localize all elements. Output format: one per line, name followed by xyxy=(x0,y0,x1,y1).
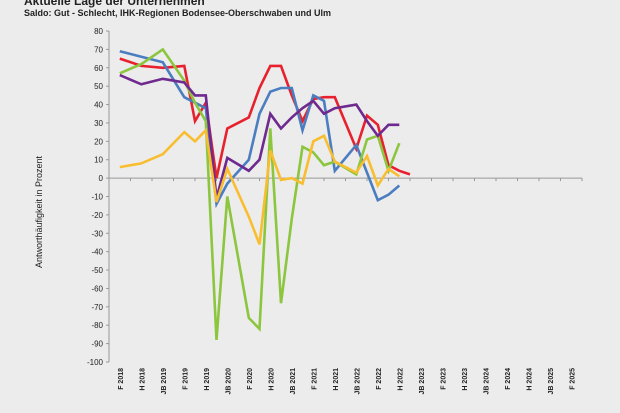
y-tick-label: -70 xyxy=(91,303,103,312)
y-tick-label: 0 xyxy=(99,174,104,183)
x-tick-label: F 2018 xyxy=(118,368,125,390)
y-tick-label: 50 xyxy=(94,82,103,91)
x-tick-label: H 2022 xyxy=(397,368,404,391)
x-tick-label: F 2022 xyxy=(376,368,383,390)
series-line-4 xyxy=(119,73,400,199)
x-tick-label: F 2024 xyxy=(505,368,512,390)
y-tick-label: 30 xyxy=(94,119,103,128)
y-tick-label: 80 xyxy=(94,27,103,36)
x-tick-label: H 2019 xyxy=(204,368,211,391)
x-tick-label: JB 2021 xyxy=(290,368,297,395)
y-tick-label: -20 xyxy=(91,211,103,220)
x-tick-label: JB 2025 xyxy=(548,368,555,395)
y-tick-label: -10 xyxy=(91,193,103,202)
x-tick-label: H 2018 xyxy=(139,368,146,391)
x-tick-label: JB 2020 xyxy=(225,368,232,395)
x-tick-label: F 2025 xyxy=(569,368,576,390)
x-tick-label: JB 2019 xyxy=(161,368,168,395)
x-tick-label: H 2020 xyxy=(268,368,275,391)
x-tick-label: F 2023 xyxy=(440,368,447,390)
x-tick-label: F 2019 xyxy=(182,368,189,390)
series-line-5 xyxy=(119,127,401,245)
y-tick-label: -100 xyxy=(87,358,104,367)
series-line-3 xyxy=(119,47,401,340)
x-tick-label: F 2020 xyxy=(247,368,254,390)
series-line-1 xyxy=(119,57,411,179)
y-tick-label: -30 xyxy=(91,229,103,238)
y-tick-label: -60 xyxy=(91,284,103,293)
x-tick-label: H 2024 xyxy=(526,368,533,391)
x-tick-label: JB 2022 xyxy=(354,368,361,395)
y-tick-label: 10 xyxy=(94,156,103,165)
y-tick-label: 40 xyxy=(94,101,103,110)
x-tick-label: F 2021 xyxy=(311,368,318,390)
chart-title: Aktuelle Lage der Unternehmen xyxy=(24,0,205,8)
y-tick-label: -50 xyxy=(91,266,103,275)
y-tick-label: -80 xyxy=(91,321,103,330)
x-tick-label: H 2021 xyxy=(333,368,340,391)
chart-subtitle: Saldo: Gut - Schlecht, IHK-Regionen Bode… xyxy=(24,8,332,18)
y-tick-label: 20 xyxy=(94,137,103,146)
x-tick-label: H 2023 xyxy=(462,368,469,391)
x-tick-label: JB 2024 xyxy=(483,368,490,395)
x-tick-label: JB 2023 xyxy=(419,368,426,395)
y-tick-label: -90 xyxy=(91,340,103,349)
y-tick-label: 60 xyxy=(94,64,103,73)
y-tick-label: 70 xyxy=(94,45,103,54)
y-tick-label: -40 xyxy=(91,248,103,257)
